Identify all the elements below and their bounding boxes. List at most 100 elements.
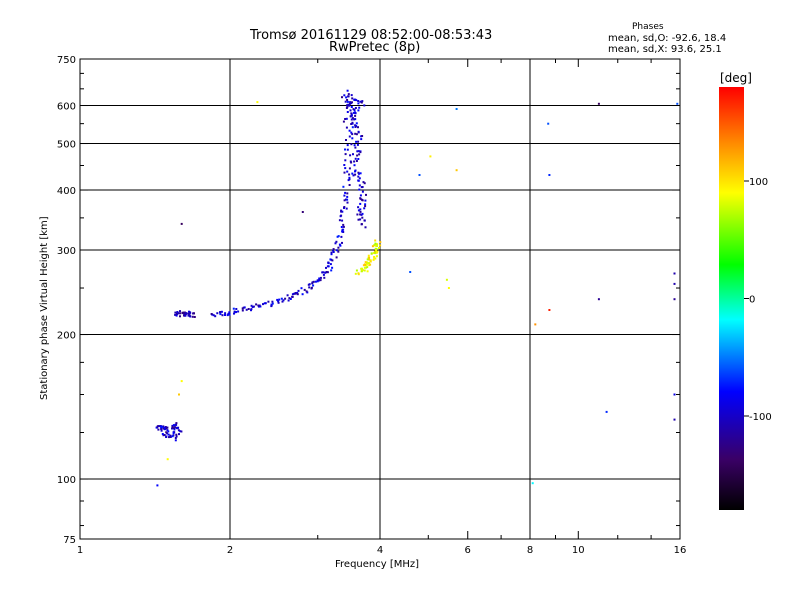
echo-point — [174, 313, 177, 316]
echo-point — [172, 431, 175, 434]
echo-point — [342, 185, 345, 188]
echo-point — [375, 245, 378, 247]
echo-point — [374, 248, 377, 251]
echo-point — [359, 210, 362, 213]
echo-point — [335, 256, 338, 259]
echo-point — [297, 289, 300, 292]
echo-point — [191, 315, 194, 318]
echo-point — [378, 247, 381, 249]
echo-point — [364, 203, 367, 206]
echo-point — [372, 252, 375, 254]
y-tick-label: 600 — [57, 102, 76, 113]
echo-point — [250, 304, 253, 307]
echo-point — [373, 244, 376, 247]
echo-point — [160, 427, 163, 430]
echo-point — [329, 263, 332, 266]
echo-point — [673, 282, 676, 285]
echo-point — [180, 222, 183, 225]
echo-point — [287, 299, 290, 302]
echo-point — [331, 266, 334, 269]
echo-point — [173, 428, 176, 431]
echo-point — [362, 181, 365, 184]
echo-point — [363, 207, 366, 210]
echo-point — [184, 312, 187, 315]
echo-point — [346, 104, 349, 107]
echo-point — [360, 213, 363, 216]
echo-point — [162, 434, 165, 437]
echo-point — [332, 249, 334, 252]
echo-point — [351, 172, 354, 175]
echo-point — [369, 260, 372, 263]
echo-point — [175, 423, 178, 426]
echo-point — [348, 135, 351, 138]
echo-point — [308, 286, 311, 289]
echo-point — [343, 199, 346, 202]
echo-point — [192, 312, 195, 315]
echo-point — [325, 266, 327, 269]
echo-point — [605, 410, 608, 413]
echo-point — [357, 109, 360, 112]
echo-point — [294, 292, 297, 295]
echo-point — [368, 262, 370, 265]
echo-point — [357, 171, 360, 174]
echo-point — [219, 311, 222, 313]
echo-point — [361, 267, 364, 270]
echo-point — [167, 430, 170, 433]
echo-point — [357, 209, 360, 212]
echo-point — [251, 306, 254, 308]
echo-point — [336, 235, 339, 238]
echo-point — [597, 102, 600, 105]
echo-point — [366, 266, 369, 269]
echo-point — [316, 279, 319, 282]
echo-point — [373, 257, 376, 260]
echo-point — [359, 197, 362, 200]
echo-point — [252, 305, 255, 308]
echo-point — [318, 277, 321, 280]
echo-point — [340, 209, 343, 212]
echo-point — [163, 434, 166, 436]
echo-point — [163, 428, 166, 431]
echo-point — [676, 102, 679, 105]
chart-subtitle: RwPretec (8p) — [329, 40, 421, 55]
echo-point — [361, 100, 364, 103]
echo-point — [255, 303, 258, 306]
echo-point — [167, 433, 170, 436]
echo-point — [345, 126, 348, 129]
echo-point — [318, 279, 321, 282]
echo-point — [166, 429, 169, 432]
echo-point — [347, 103, 350, 106]
echo-point — [245, 308, 248, 311]
echo-point — [330, 251, 333, 254]
echo-point — [350, 161, 353, 164]
echo-point — [349, 115, 352, 118]
echo-point — [250, 308, 253, 311]
echo-point — [354, 146, 357, 149]
echo-point — [165, 435, 168, 438]
echo-point — [673, 272, 676, 275]
echo-point — [356, 143, 359, 146]
echo-point — [187, 314, 190, 317]
echo-point — [174, 439, 177, 442]
echo-point — [346, 144, 349, 147]
echo-point — [366, 262, 368, 265]
echo-point — [350, 114, 353, 117]
echo-point — [172, 432, 175, 435]
echo-point — [169, 434, 172, 437]
echo-point — [548, 309, 551, 311]
echo-point — [357, 218, 360, 221]
echo-point — [360, 138, 363, 141]
echo-point — [353, 98, 356, 101]
echo-point — [353, 164, 356, 167]
echo-point — [359, 100, 362, 103]
echo-point — [179, 430, 182, 433]
y-tick-label: 75 — [63, 535, 76, 546]
echo-point — [271, 302, 274, 305]
echo-point — [348, 129, 351, 132]
echo-point — [356, 150, 359, 153]
echo-point — [337, 246, 340, 249]
echo-point — [162, 425, 165, 428]
echo-point — [174, 311, 177, 314]
echo-point — [352, 111, 355, 114]
echo-point — [349, 101, 352, 104]
